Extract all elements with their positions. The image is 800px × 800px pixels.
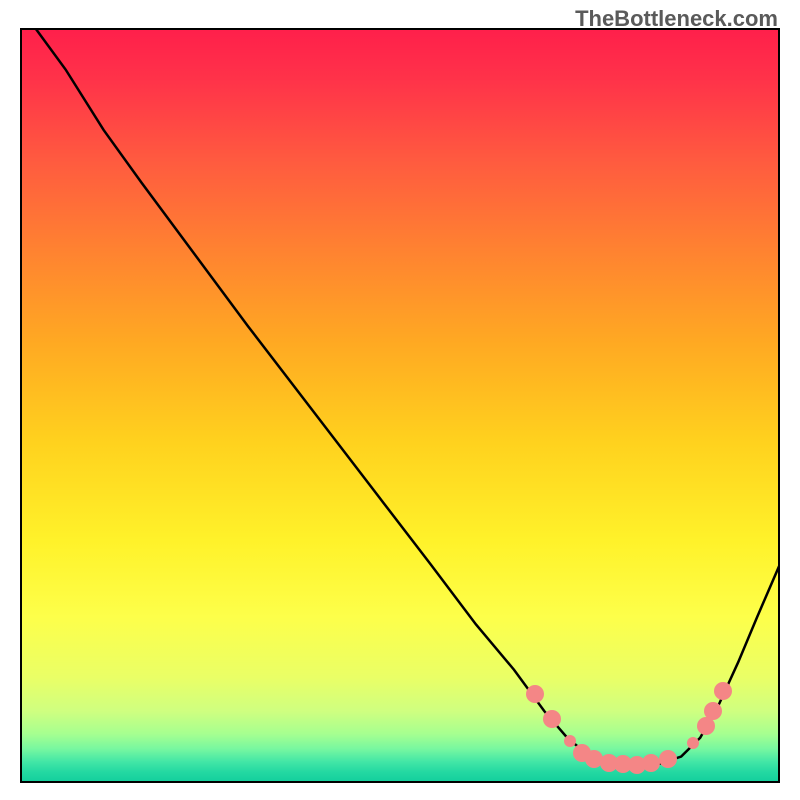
data-bead [704,702,722,720]
data-bead [659,750,677,768]
data-bead [642,754,660,772]
data-bead [526,685,544,703]
bottleneck-chart: TheBottleneck.com [0,0,800,800]
data-bead [564,735,576,747]
data-bead [687,737,699,749]
data-bead [714,682,732,700]
watermark-text: TheBottleneck.com [575,6,778,32]
plot-area [20,28,780,783]
data-bead [543,710,561,728]
data-beads [20,28,780,783]
